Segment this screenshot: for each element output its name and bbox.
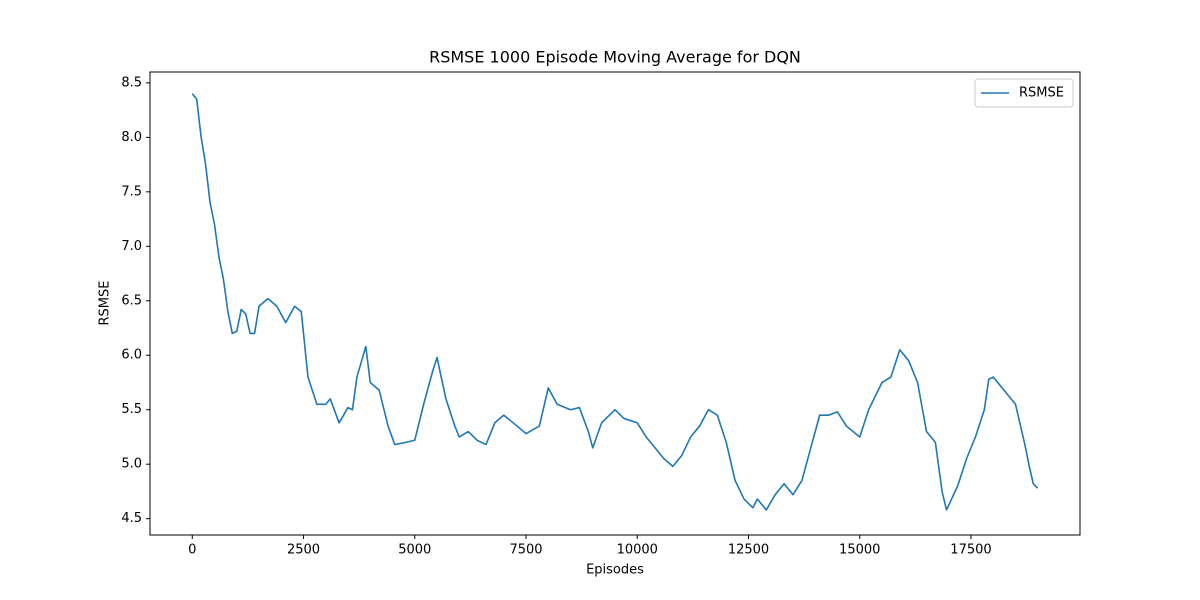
x-tick-label: 12500 <box>728 543 769 558</box>
y-tick-label: 7.5 <box>121 184 142 199</box>
y-tick-label: 8.5 <box>121 75 142 90</box>
y-axis-label: RSMSE <box>98 281 113 326</box>
legend-label: RSMSE <box>1019 86 1064 101</box>
y-tick-label: 4.5 <box>121 511 142 526</box>
data-line <box>191 93 1039 511</box>
x-tick-label: 7500 <box>509 543 542 558</box>
y-tick-label: 6.0 <box>121 348 142 363</box>
x-axis-label: Episodes <box>586 563 644 578</box>
chart-title: RSMSE 1000 Episode Moving Average for DQ… <box>429 48 801 67</box>
x-tick-label: 2500 <box>287 543 320 558</box>
x-tick-label: 0 <box>188 543 196 558</box>
x-tick-label: 10000 <box>617 543 658 558</box>
y-tick-label: 8.0 <box>121 130 142 145</box>
x-tick-label: 5000 <box>398 543 431 558</box>
y-tick-label: 5.0 <box>121 457 142 472</box>
x-tick-label: 15000 <box>839 543 880 558</box>
y-tick-label: 7.0 <box>121 239 142 254</box>
y-tick-label: 6.5 <box>121 293 142 308</box>
x-tick-label: 17500 <box>950 543 991 558</box>
legend-box <box>974 78 1074 108</box>
plot-frame <box>149 71 1081 536</box>
y-tick-label: 5.5 <box>121 402 142 417</box>
